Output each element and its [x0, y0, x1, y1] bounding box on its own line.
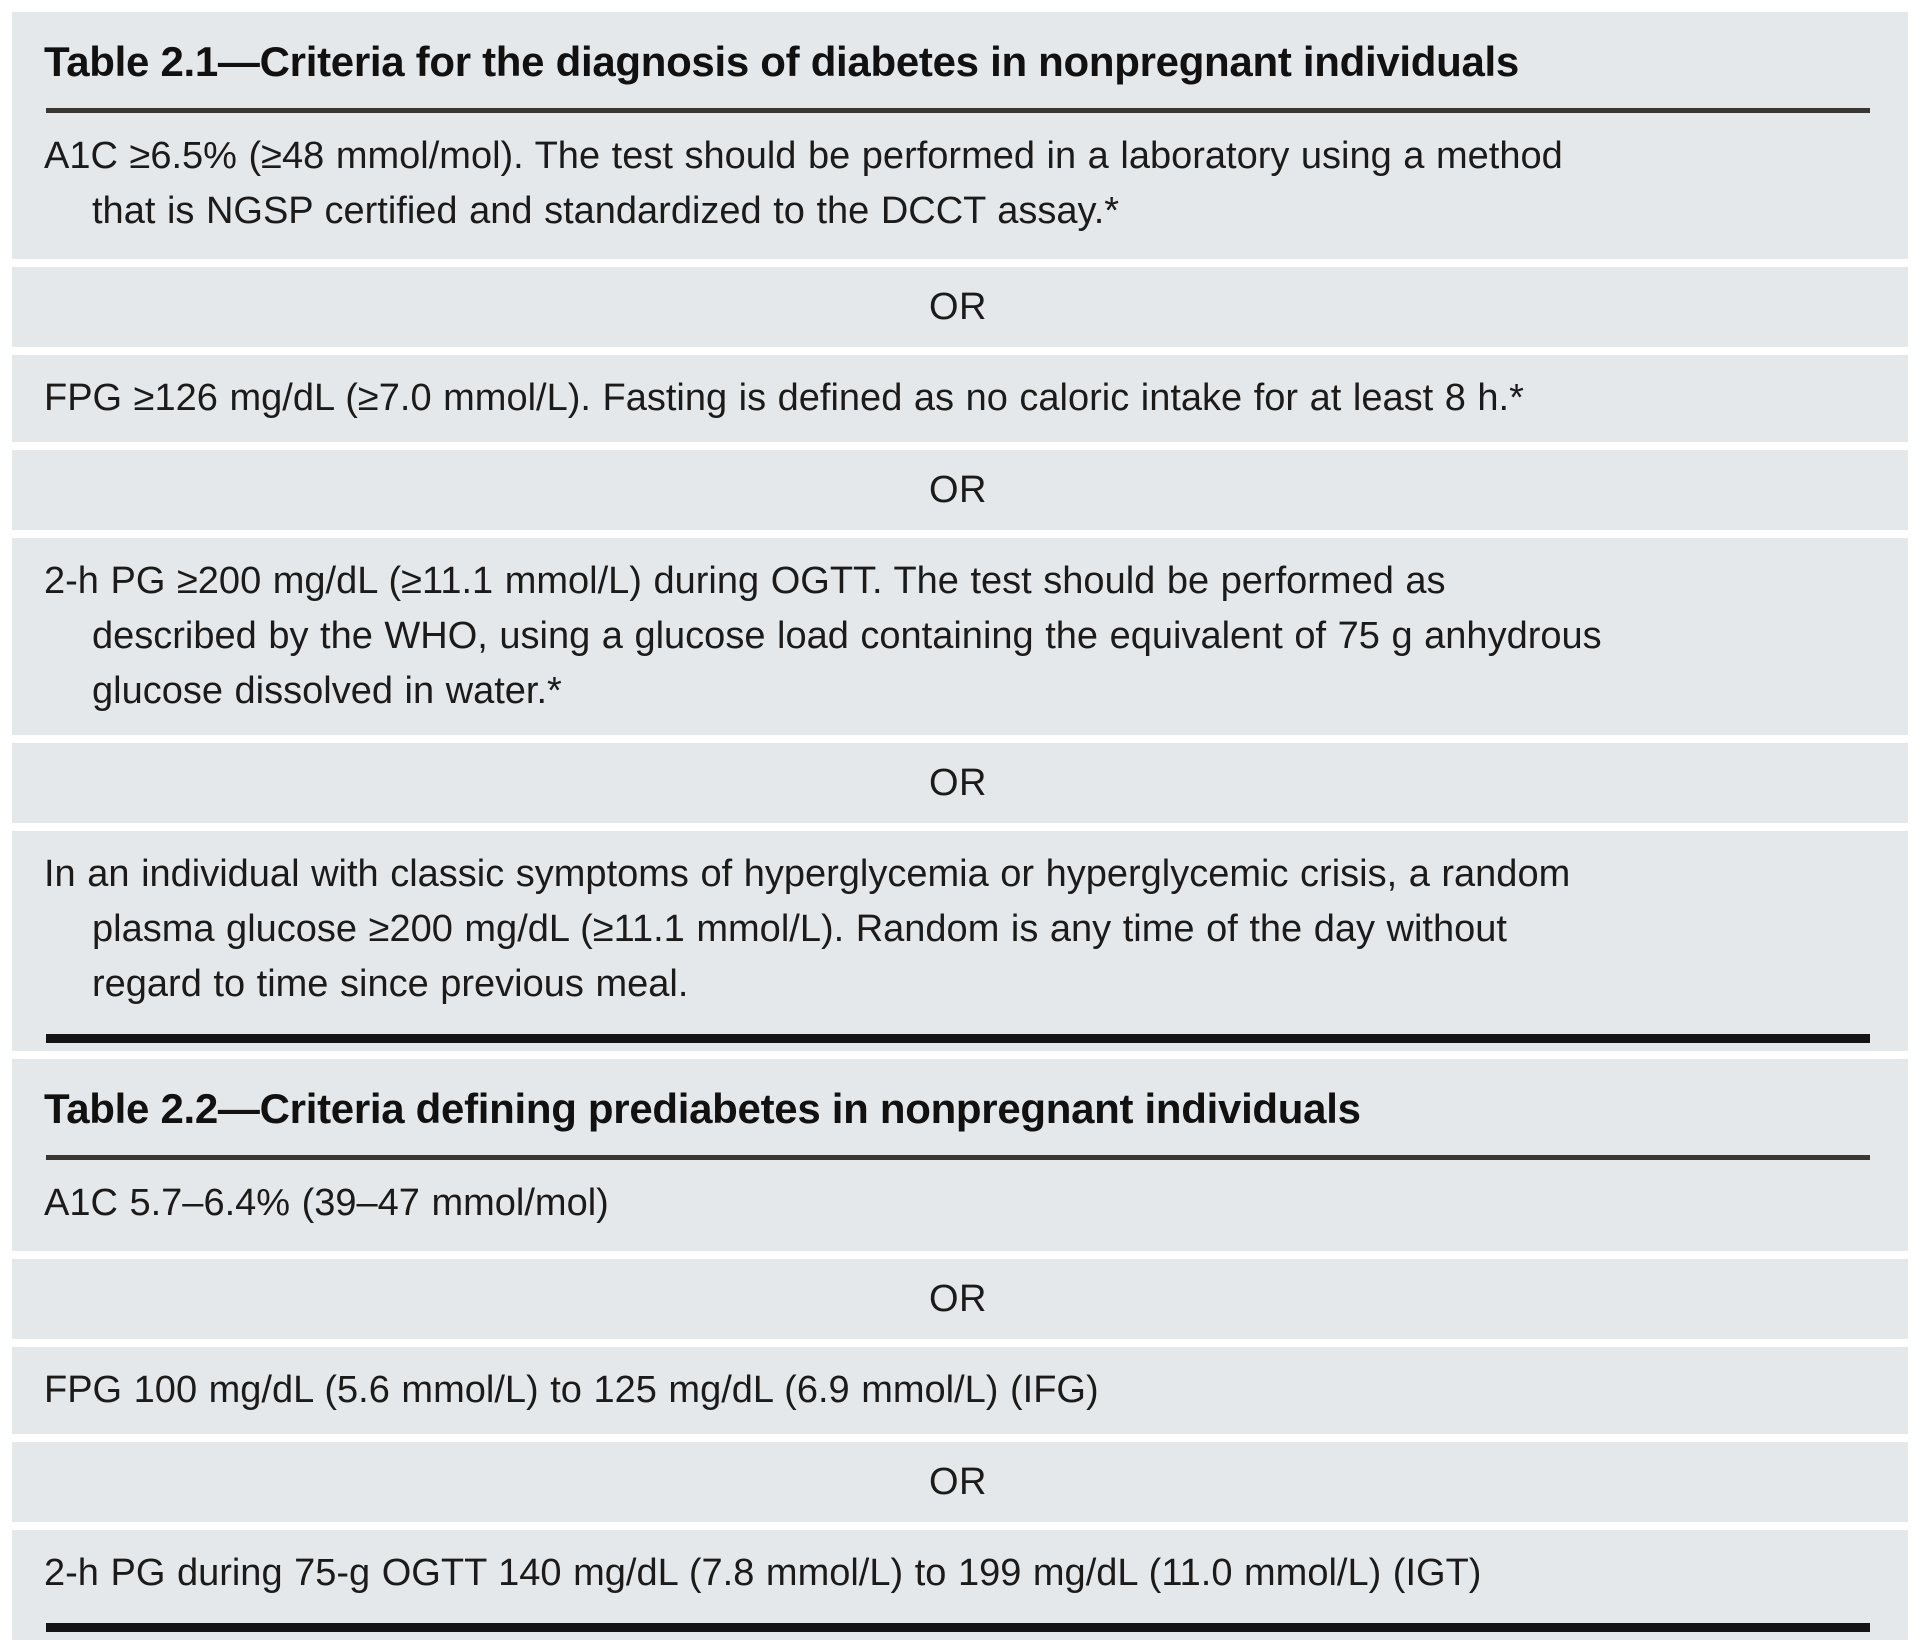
text-line: glucose dissolved in water.* [92, 670, 562, 712]
or-separator: OR [12, 267, 1908, 347]
table-2-1-title: Table 2.1—Criteria for the diagnosis of … [44, 38, 1519, 85]
or-separator: OR [12, 450, 1908, 530]
or-separator: OR [12, 1259, 1908, 1339]
text-line: described by the WHO, using a glucose lo… [92, 615, 1602, 657]
table-2-2: Table 2.2—Criteria defining prediabetes … [0, 1059, 1920, 1640]
criterion-text: FPG ≥126 mg/dL (≥7.0 mmol/L). Fasting is… [44, 371, 1872, 426]
table-2-2-header-band: Table 2.2—Criteria defining prediabetes … [12, 1059, 1908, 1251]
criterion-text: 2-h PG during 75-g OGTT 140 mg/dL (7.8 m… [44, 1546, 1872, 1601]
table-2-1-header-band: Table 2.1—Criteria for the diagnosis of … [12, 12, 1908, 259]
or-label: OR [929, 761, 987, 804]
or-separator: OR [12, 743, 1908, 823]
text-line: regard to time since previous meal. [92, 963, 689, 1005]
criterion-row-random-glucose: In an individual with classic symptoms o… [12, 831, 1908, 1051]
text-line: 2-h PG during 75-g OGTT 140 mg/dL (7.8 m… [44, 1552, 1482, 1594]
table-2-1: Table 2.1—Criteria for the diagnosis of … [0, 12, 1920, 1051]
text-line: FPG 100 mg/dL (5.6 mmol/L) to 125 mg/dL … [44, 1369, 1099, 1411]
or-label: OR [929, 1460, 987, 1503]
or-label: OR [929, 285, 987, 328]
or-label: OR [929, 468, 987, 511]
text-line: FPG ≥126 mg/dL (≥7.0 mmol/L). Fasting is… [44, 377, 1524, 419]
criterion-row-2h-pg-prediabetes: 2-h PG during 75-g OGTT 140 mg/dL (7.8 m… [12, 1530, 1908, 1640]
criterion-row-fpg-prediabetes: FPG 100 mg/dL (5.6 mmol/L) to 125 mg/dL … [12, 1347, 1908, 1434]
criterion-row-a1c-diabetes: A1C ≥6.5% (≥48 mmol/mol). The test shoul… [44, 129, 1872, 239]
text-line: that is NGSP certified and standardized … [92, 190, 1120, 232]
criterion-row-2h-pg-diabetes: 2-h PG ≥200 mg/dL (≥11.1 mmol/L) during … [12, 538, 1908, 735]
criterion-text: 2-h PG ≥200 mg/dL (≥11.1 mmol/L) during … [44, 554, 1872, 719]
text-line: 2-h PG ≥200 mg/dL (≥11.1 mmol/L) during … [44, 560, 1446, 602]
criterion-text: In an individual with classic symptoms o… [44, 847, 1872, 1012]
criterion-row-a1c-prediabetes: A1C 5.7–6.4% (39–47 mmol/mol) [44, 1176, 1872, 1231]
table-2-1-title-rule [46, 108, 1870, 113]
text-line: plasma glucose ≥200 mg/dL (≥11.1 mmol/L)… [92, 908, 1507, 950]
text-line: A1C ≥6.5% (≥48 mmol/mol). The test shoul… [44, 135, 1563, 177]
table-2-2-closing-rule [46, 1623, 1870, 1632]
criterion-row-fpg-diabetes: FPG ≥126 mg/dL (≥7.0 mmol/L). Fasting is… [12, 355, 1908, 442]
or-label: OR [929, 1277, 987, 1320]
text-line: A1C 5.7–6.4% (39–47 mmol/mol) [44, 1182, 609, 1224]
table-2-2-title-rule [46, 1155, 1870, 1160]
text-line: In an individual with classic symptoms o… [44, 853, 1571, 895]
criterion-text: FPG 100 mg/dL (5.6 mmol/L) to 125 mg/dL … [44, 1363, 1872, 1418]
or-separator: OR [12, 1442, 1908, 1522]
table-2-2-title: Table 2.2—Criteria defining prediabetes … [44, 1085, 1361, 1132]
table-2-1-closing-rule [46, 1034, 1870, 1043]
